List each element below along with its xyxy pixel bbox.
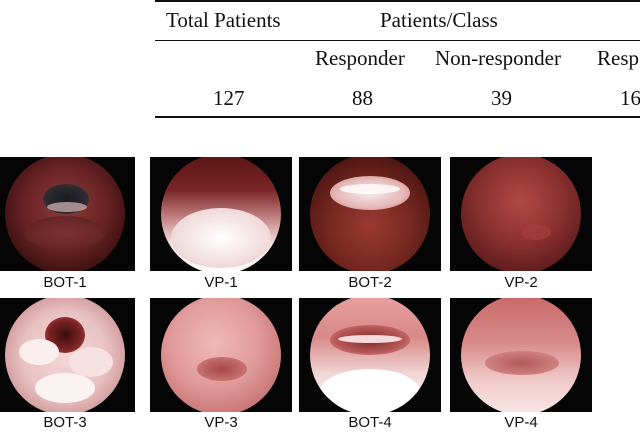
endoscopy-image-vp-3 bbox=[150, 298, 292, 412]
cell-total-patients: 127 bbox=[213, 86, 245, 110]
cell-non-responder-count: 39 bbox=[491, 86, 512, 110]
endoscopy-image-vp-4 bbox=[450, 298, 592, 412]
endoscopy-image-vp-1 bbox=[150, 157, 292, 271]
endoscopy-image-bot-1 bbox=[0, 157, 135, 271]
table-bottom-rule bbox=[155, 116, 640, 118]
header-total-patients: Total Patients bbox=[166, 8, 281, 32]
cell-truncated-value: 16. bbox=[620, 86, 640, 110]
subheader-responder: Responder bbox=[315, 46, 405, 70]
caption-bot-3: BOT-3 bbox=[43, 414, 87, 431]
caption-vp-1: VP-1 bbox=[204, 274, 238, 291]
endoscopy-image-vp-2 bbox=[450, 157, 592, 271]
table-mid-rule bbox=[155, 40, 640, 41]
patient-table: Total Patients Patients/Class Responder … bbox=[0, 0, 640, 130]
caption-vp-2: VP-2 bbox=[504, 274, 538, 291]
caption-bot-4: BOT-4 bbox=[348, 414, 392, 431]
endoscopy-image-bot-2 bbox=[299, 157, 441, 271]
table-top-rule bbox=[155, 0, 640, 2]
caption-bot-2: BOT-2 bbox=[348, 274, 392, 291]
subheader-responder-truncated: Resp bbox=[597, 46, 639, 70]
header-patients-per-class: Patients/Class bbox=[380, 8, 498, 32]
caption-vp-4: VP-4 bbox=[504, 414, 538, 431]
caption-vp-3: VP-3 bbox=[204, 414, 238, 431]
caption-bot-1: BOT-1 bbox=[43, 274, 87, 291]
endoscopy-image-bot-3 bbox=[0, 298, 135, 412]
subheader-non-responder: Non-responder bbox=[435, 46, 561, 70]
cell-responder-count: 88 bbox=[352, 86, 373, 110]
endoscopy-image-bot-4 bbox=[299, 298, 441, 412]
